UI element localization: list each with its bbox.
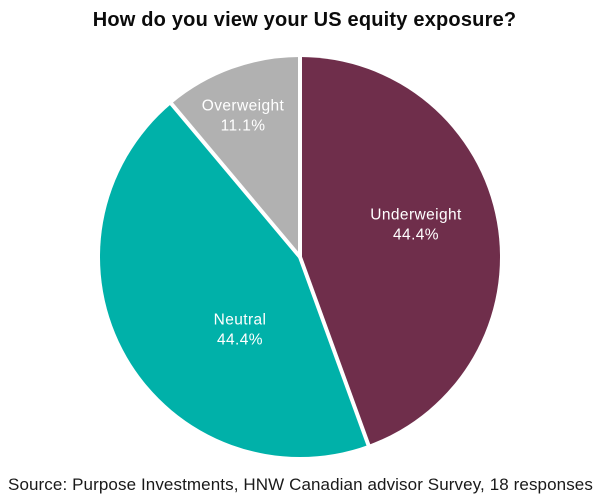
slice-separator — [298, 256, 371, 447]
pie-slice-underweight — [300, 57, 501, 445]
source-note: Source: Purpose Investments, HNW Canadia… — [8, 475, 593, 494]
pie-slice-neutral — [99, 103, 369, 458]
slice-separator — [169, 101, 302, 259]
pie-slice-overweight — [171, 57, 300, 257]
chart-title: How do you view your US equity exposure? — [92, 9, 517, 31]
